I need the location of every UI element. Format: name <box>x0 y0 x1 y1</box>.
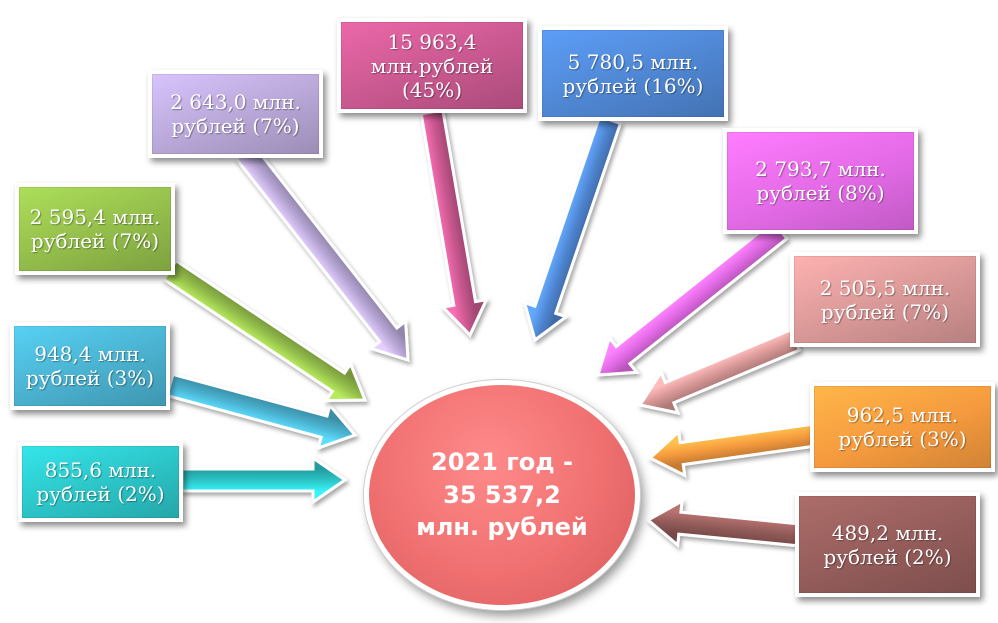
segment-label-text: 855,6 млн. рублей (2%) <box>36 458 165 506</box>
segment-label-box-8: 948,4 млн. рублей (3%) <box>10 322 170 410</box>
segment-label-box-2: 5 780,5 млн. рублей (16%) <box>538 26 728 121</box>
segment-label-box-4: 2 505,5 млн. рублей (7%) <box>790 252 980 347</box>
arrow-2 <box>522 114 623 343</box>
arrow-10 <box>234 143 410 363</box>
arrow-4 <box>637 327 802 415</box>
segment-label-text: 2 595,4 млн. рублей (7%) <box>29 205 161 253</box>
segment-label-box-10: 2 643,0 млн. рублей (7%) <box>148 70 323 158</box>
arrow-7 <box>180 455 348 505</box>
center-total-value: 35 537,2 <box>443 480 561 509</box>
segment-label-text: 15 963,4 млн.рублей (45%) <box>370 29 494 102</box>
arrow-8 <box>165 372 358 451</box>
segment-label-text: 2 643,0 млн. рублей (7%) <box>170 90 301 138</box>
segment-label-box-6: 489,2 млн. рублей (2%) <box>795 492 980 597</box>
segment-label-text: 5 780,5 млн. рублей (16%) <box>562 49 704 98</box>
segment-label-box-1: 15 963,4 млн.рублей (45%) <box>337 18 527 113</box>
segment-label-box-5: 962,5 млн. рублей (3%) <box>810 382 995 472</box>
arrow-6 <box>645 498 803 548</box>
center-total-circle: 2021 год - 35 537,2 млн. рублей <box>364 380 640 610</box>
segment-label-box-3: 2 793,7 млн. рублей (8%) <box>723 128 918 234</box>
segment-label-text: 2 793,7 млн. рублей (8%) <box>755 157 886 205</box>
arrow-9 <box>161 258 368 403</box>
center-year-label: 2021 год - <box>431 448 573 477</box>
center-unit-label: млн. рублей <box>416 513 588 542</box>
arrow-1 <box>419 108 489 338</box>
segment-label-text: 948,4 млн. рублей (3%) <box>25 342 155 390</box>
segment-label-box-9: 2 595,4 млн. рублей (7%) <box>15 183 175 275</box>
arrow-5 <box>647 422 819 479</box>
segment-label-text: 2 505,5 млн. рублей (7%) <box>819 275 951 324</box>
segment-label-box-7: 855,6 млн. рублей (2%) <box>18 442 183 522</box>
arrow-3 <box>595 219 790 377</box>
segment-label-text: 489,2 млн. рублей (2%) <box>823 520 952 569</box>
segment-label-text: 962,5 млн. рублей (3%) <box>838 403 967 451</box>
